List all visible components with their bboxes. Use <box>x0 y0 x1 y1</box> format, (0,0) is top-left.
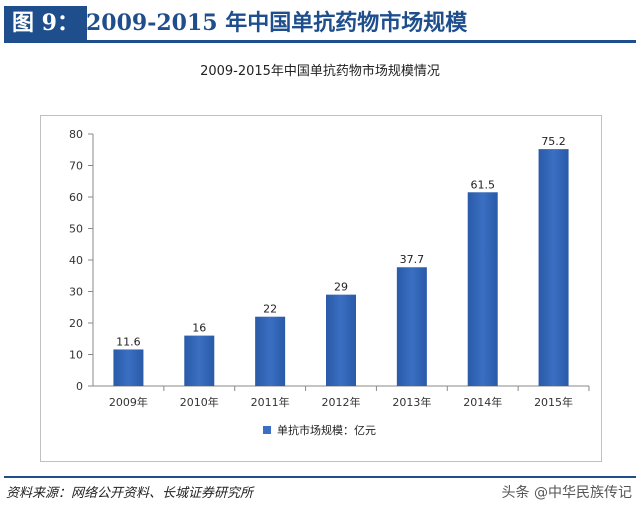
data-label: 61.5 <box>470 178 495 191</box>
source-note: 资料来源：网络公开资料、长城证券研究所 <box>6 486 254 501</box>
y-tick-label: 40 <box>69 254 83 267</box>
y-tick-label: 80 <box>69 128 83 141</box>
bar <box>467 192 498 386</box>
bar <box>255 316 286 386</box>
y-tick-label: 30 <box>69 286 83 299</box>
x-tick-label: 2012年 <box>322 395 361 409</box>
x-tick-label: 2011年 <box>251 395 290 409</box>
y-tick-label: 0 <box>76 380 83 393</box>
data-label: 11.6 <box>116 335 141 348</box>
data-label: 75.2 <box>541 135 566 148</box>
watermark: 头条 @中华民族传记 <box>501 485 632 501</box>
data-label: 22 <box>263 303 277 316</box>
figure-title: 2009-2015 年中国单抗药物市场规模 <box>86 10 468 36</box>
y-tick-label: 10 <box>69 349 83 362</box>
footer-divider <box>4 476 636 478</box>
figure-label: 图 9： <box>4 6 87 40</box>
figure-header: 图 9： 2009-2015 年中国单抗药物市场规模 <box>4 6 636 43</box>
legend-label: 单抗市场规模：亿元 <box>277 423 376 437</box>
x-tick-label: 2009年 <box>109 395 148 409</box>
legend-swatch <box>263 426 271 434</box>
bar <box>184 335 215 386</box>
bar <box>538 149 569 386</box>
chart-title: 2009-2015年中国单抗药物市场规模情况 <box>200 64 440 79</box>
bar <box>326 294 356 386</box>
data-label: 29 <box>334 281 348 294</box>
x-tick-label: 2010年 <box>180 395 219 409</box>
y-tick-label: 20 <box>69 317 83 330</box>
y-tick-label: 60 <box>69 191 83 204</box>
data-label: 16 <box>192 322 206 335</box>
bar-chart: 0 10 20 30 40 50 60 70 80 11.6 2009年 16 2010年 22 2011年… <box>69 128 590 437</box>
chart-frame: 0 10 20 30 40 50 60 70 80 11.6 2009年 16 2010年 22 2011年… <box>40 115 602 462</box>
y-tick-label: 70 <box>69 160 83 173</box>
bar <box>396 267 427 386</box>
x-tick-label: 2014年 <box>463 395 502 409</box>
data-label: 37.7 <box>400 253 425 266</box>
x-tick-label: 2015年 <box>534 395 573 409</box>
y-tick-label: 50 <box>69 223 83 236</box>
bar <box>113 349 144 386</box>
x-tick-label: 2013年 <box>392 395 431 409</box>
